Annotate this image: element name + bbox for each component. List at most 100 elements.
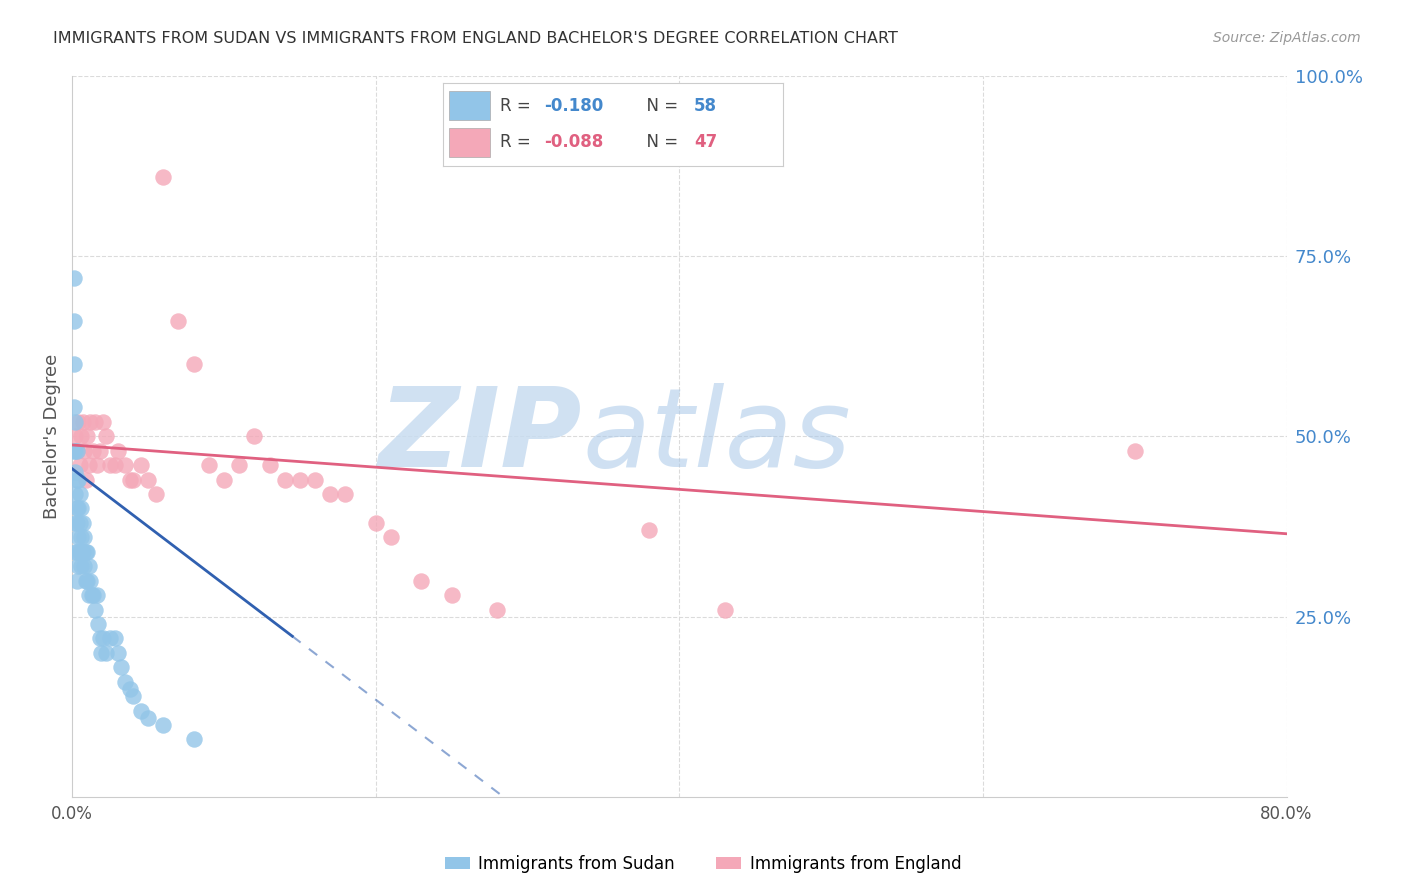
Point (118, 681, 141, 696)
Text: atlas: atlas (582, 383, 851, 490)
Point (75, 574, 97, 588)
Point (122, 473, 145, 487)
Point (86, 458, 108, 473)
Point (335, 487, 357, 501)
Point (82, 443, 104, 458)
Point (89, 632, 111, 646)
Point (77, 588, 100, 602)
Point (67, 530, 90, 544)
Point (73, 559, 96, 574)
Point (440, 588, 463, 602)
Point (80, 588, 103, 602)
Point (136, 711, 159, 725)
Point (288, 473, 311, 487)
Point (183, 357, 205, 371)
Point (104, 458, 127, 473)
Point (152, 718, 174, 732)
Point (72, 415, 94, 429)
Point (77, 559, 100, 574)
Point (183, 732, 205, 747)
Point (70, 501, 93, 516)
Point (66, 443, 89, 458)
Point (73, 530, 96, 544)
Point (380, 530, 402, 544)
Point (66, 443, 89, 458)
Point (76, 429, 98, 443)
Point (75, 473, 97, 487)
Point (228, 458, 250, 473)
Point (107, 443, 129, 458)
Point (104, 632, 127, 646)
Point (1123, 443, 1146, 458)
Point (129, 704, 152, 718)
Point (69, 545, 91, 559)
Point (714, 602, 737, 616)
Point (70, 429, 93, 443)
Point (66, 545, 89, 559)
Point (411, 574, 433, 588)
Point (89, 443, 111, 458)
Point (79, 574, 101, 588)
Point (66, 473, 89, 487)
Point (114, 674, 136, 689)
Point (129, 458, 152, 473)
Point (65, 545, 87, 559)
Point (70, 530, 93, 544)
Point (65, 429, 87, 443)
Point (145, 487, 167, 501)
Point (91, 415, 114, 429)
Text: ZIP: ZIP (378, 383, 582, 490)
Point (118, 473, 141, 487)
Point (65, 487, 87, 501)
Point (62, 314, 84, 328)
Point (91, 632, 114, 646)
Point (110, 660, 132, 674)
Y-axis label: Bachelor's Degree: Bachelor's Degree (44, 354, 60, 519)
Point (76, 545, 98, 559)
Point (67, 501, 90, 516)
Point (152, 169, 174, 184)
Point (65, 466, 87, 480)
Point (136, 473, 159, 487)
Legend: Immigrants from Sudan, Immigrants from England: Immigrants from Sudan, Immigrants from E… (439, 848, 967, 880)
Point (107, 646, 129, 660)
Point (72, 545, 94, 559)
Point (259, 458, 281, 473)
Point (87, 617, 110, 632)
Point (62, 401, 84, 415)
Point (77, 458, 100, 473)
Point (98, 458, 121, 473)
Point (65, 415, 87, 429)
Point (364, 516, 387, 530)
Point (98, 632, 121, 646)
Point (90, 646, 112, 660)
Point (66, 574, 89, 588)
Point (243, 429, 266, 443)
Point (84, 415, 107, 429)
Point (69, 516, 91, 530)
Point (65, 516, 87, 530)
Point (67, 559, 90, 574)
Point (486, 602, 509, 616)
Point (114, 458, 136, 473)
Point (638, 523, 661, 537)
Point (62, 443, 84, 458)
Point (122, 689, 145, 703)
Point (67, 415, 90, 429)
Point (198, 458, 221, 473)
Text: IMMIGRANTS FROM SUDAN VS IMMIGRANTS FROM ENGLAND BACHELOR'S DEGREE CORRELATION C: IMMIGRANTS FROM SUDAN VS IMMIGRANTS FROM… (53, 31, 898, 46)
Point (70, 559, 93, 574)
Point (86, 588, 108, 602)
Point (82, 588, 104, 602)
Point (304, 473, 326, 487)
Point (94, 429, 117, 443)
Point (76, 574, 98, 588)
Point (75, 545, 97, 559)
Point (62, 270, 84, 285)
Point (62, 357, 84, 371)
Point (274, 473, 297, 487)
Point (94, 646, 117, 660)
Point (167, 314, 190, 328)
Point (65, 443, 87, 458)
Point (72, 516, 94, 530)
